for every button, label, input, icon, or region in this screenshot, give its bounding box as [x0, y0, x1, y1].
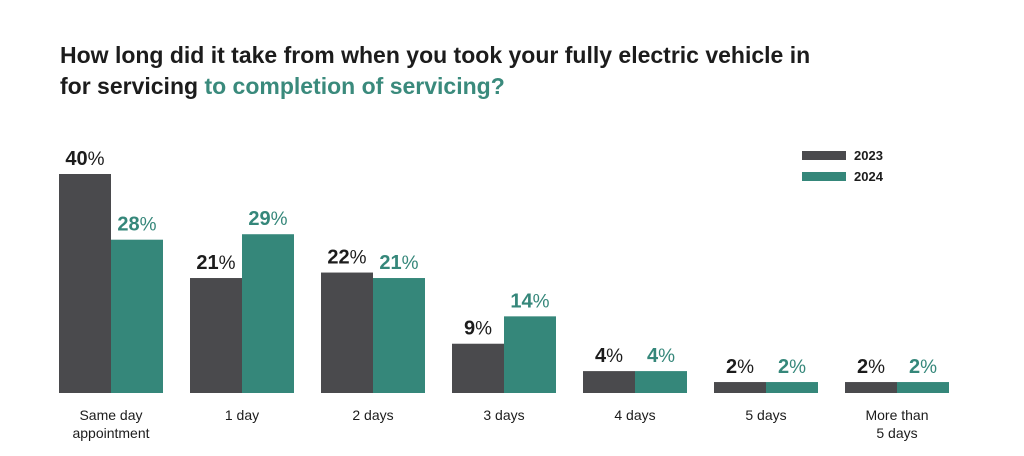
- legend-label-2023: 2023: [854, 148, 883, 163]
- category-label-3: 3 days: [483, 407, 524, 423]
- category-label-1: 1 day: [225, 407, 259, 423]
- bar-2024-2: [373, 278, 425, 393]
- bar-2023-0: [59, 174, 111, 393]
- bar-2024-3: [504, 316, 556, 393]
- bar-2024-1: [242, 234, 294, 393]
- data-label-2024-2: 21%: [379, 252, 418, 274]
- legend-item-2023: 2023: [802, 145, 883, 166]
- data-label-2024-4: 4%: [647, 345, 675, 367]
- bar-2023-5: [714, 382, 766, 393]
- data-label-2024-3: 14%: [510, 290, 549, 312]
- category-label-4: 4 days: [614, 407, 655, 423]
- data-label-2023-2: 22%: [327, 247, 366, 269]
- bar-2023-3: [452, 343, 504, 393]
- data-label-2024-5: 2%: [778, 356, 806, 378]
- legend: 2023 2024: [802, 145, 883, 187]
- data-label-2023-1: 21%: [196, 252, 235, 274]
- bar-2024-4: [635, 371, 687, 393]
- chart-title-highlight: to completion of servicing?: [204, 73, 505, 99]
- data-label-2024-6: 2%: [909, 356, 937, 378]
- data-label-2023-6: 2%: [857, 356, 885, 378]
- bar-2023-4: [583, 371, 635, 393]
- data-label-2023-0: 40%: [65, 148, 104, 170]
- bar-2023-6: [845, 382, 897, 393]
- chart-title: How long did it take from when you took …: [60, 40, 820, 102]
- category-label-2: 2 days: [352, 407, 393, 423]
- legend-swatch-2024: [802, 172, 846, 181]
- data-label-2023-5: 2%: [726, 356, 754, 378]
- data-label-2023-3: 9%: [464, 318, 492, 340]
- bar-2024-6: [897, 382, 949, 393]
- legend-label-2024: 2024: [854, 169, 883, 184]
- bar-2024-5: [766, 382, 818, 393]
- category-label-6: More than 5 days: [865, 407, 928, 441]
- category-label-5: 5 days: [745, 407, 786, 423]
- legend-item-2024: 2024: [802, 166, 883, 187]
- chart-title-main: How long did it take from when you took …: [60, 42, 811, 99]
- data-label-2024-0: 28%: [117, 214, 156, 236]
- bar-2023-1: [190, 278, 242, 393]
- data-label-2024-1: 29%: [248, 208, 287, 230]
- data-label-2023-4: 4%: [595, 345, 623, 367]
- category-label-0: Same day appointment: [72, 407, 149, 441]
- bar-2023-2: [321, 272, 373, 393]
- legend-swatch-2023: [802, 151, 846, 160]
- bar-2024-0: [111, 239, 163, 393]
